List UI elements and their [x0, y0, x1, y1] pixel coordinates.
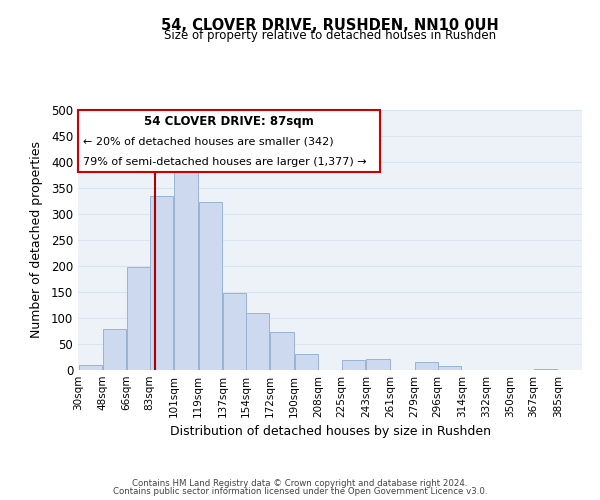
Bar — [295, 354, 318, 370]
Bar — [271, 332, 293, 370]
Bar — [342, 360, 365, 370]
Text: Contains public sector information licensed under the Open Government Licence v3: Contains public sector information licen… — [113, 488, 487, 496]
FancyBboxPatch shape — [78, 110, 380, 172]
Bar — [415, 362, 438, 370]
Bar — [199, 202, 222, 370]
Y-axis label: Number of detached properties: Number of detached properties — [29, 142, 43, 338]
Bar — [223, 293, 247, 370]
X-axis label: Distribution of detached houses by size in Rushden: Distribution of detached houses by size … — [170, 426, 491, 438]
Bar — [367, 358, 389, 370]
Bar — [246, 314, 269, 370]
Bar — [175, 167, 198, 370]
Bar — [534, 369, 557, 370]
Bar — [103, 330, 126, 370]
Text: 79% of semi-detached houses are larger (1,377) →: 79% of semi-detached houses are larger (… — [83, 157, 367, 167]
Bar — [127, 267, 151, 370]
Text: 54 CLOVER DRIVE: 87sqm: 54 CLOVER DRIVE: 87sqm — [145, 115, 314, 128]
Text: ← 20% of detached houses are smaller (342): ← 20% of detached houses are smaller (34… — [83, 136, 334, 146]
Bar — [150, 196, 173, 370]
Text: Size of property relative to detached houses in Rushden: Size of property relative to detached ho… — [164, 29, 496, 42]
Text: 54, CLOVER DRIVE, RUSHDEN, NN10 0UH: 54, CLOVER DRIVE, RUSHDEN, NN10 0UH — [161, 18, 499, 32]
Bar — [79, 365, 102, 370]
Text: Contains HM Land Registry data © Crown copyright and database right 2024.: Contains HM Land Registry data © Crown c… — [132, 478, 468, 488]
Bar — [438, 366, 461, 370]
